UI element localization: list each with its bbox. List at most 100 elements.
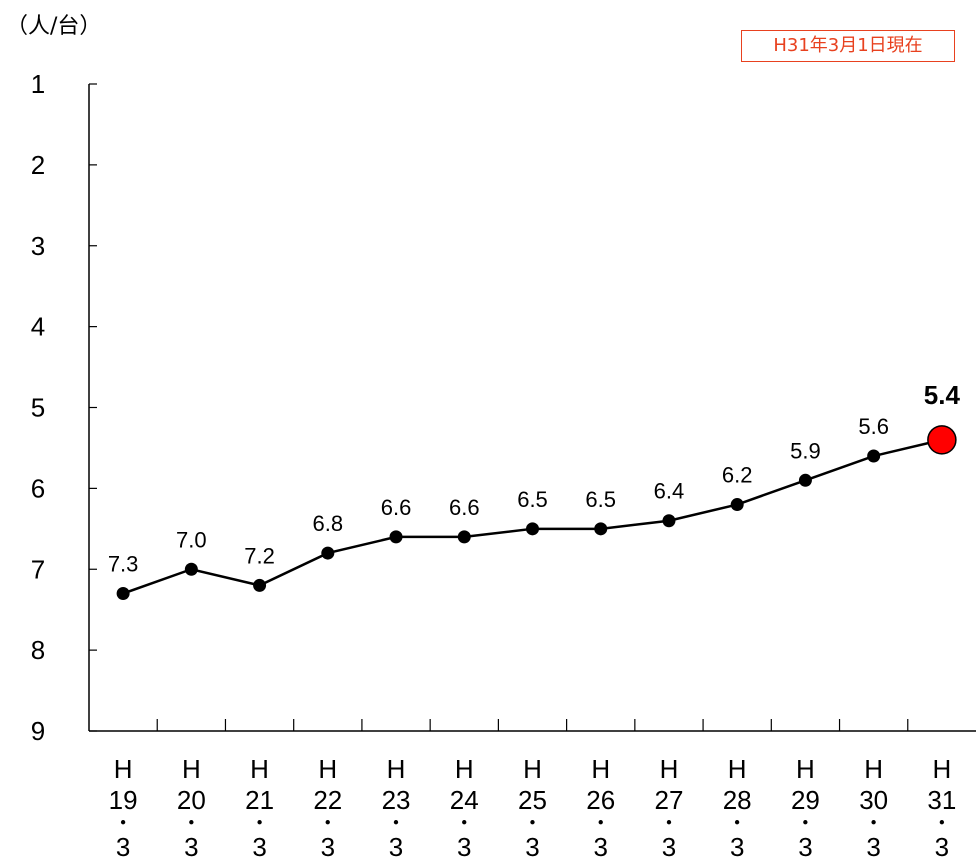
y-tick-label: 3: [31, 231, 45, 261]
x-tick-label-line: ･: [390, 808, 403, 838]
x-tick-label-line: 3: [525, 832, 539, 859]
x-tick-label-line: 3: [184, 832, 198, 859]
x-tick-label-line: 3: [321, 832, 335, 859]
y-tick-label: 5: [31, 393, 45, 423]
x-tick-label-line: 3: [662, 832, 676, 859]
x-tick-label-line: 23: [382, 785, 411, 815]
x-tick-label-line: 21: [245, 785, 274, 815]
x-tick-label: H 20 ･ 3: [177, 754, 206, 859]
data-label: 7.0: [176, 527, 207, 552]
x-tick-label-line: ･: [526, 808, 539, 838]
x-tick-label: H 25 ･ 3: [518, 754, 547, 859]
x-tick-label: H 27 ･ 3: [655, 754, 684, 859]
data-label: 5.6: [858, 414, 889, 439]
y-axis-unit-label: （人/台）: [6, 14, 102, 39]
y-tick-label: 2: [31, 150, 45, 180]
x-tick-label-line: H: [932, 754, 951, 784]
x-tick-label-line: 22: [313, 785, 342, 815]
data-point: [389, 530, 403, 544]
x-tick-label-line: 3: [116, 832, 130, 859]
x-tick-label-line: H: [864, 754, 883, 784]
x-tick-label-line: ･: [458, 808, 471, 838]
x-tick-label-line: ･: [799, 808, 812, 838]
x-tick-label-line: ･: [321, 808, 334, 838]
x-tick-label-line: H: [114, 754, 133, 784]
x-tick-label-line: ･: [594, 808, 607, 838]
y-tick-label: 4: [31, 312, 45, 342]
chart-axes: [88, 83, 976, 732]
data-label: 7.2: [244, 543, 275, 568]
x-tick-label-line: 28: [723, 785, 752, 815]
data-label: 6.5: [517, 487, 548, 512]
x-tick-label: H 23 ･ 3: [382, 754, 411, 859]
x-tick-label-line: ･: [253, 808, 266, 838]
data-label: 6.6: [449, 495, 480, 520]
x-tick-label-line: 3: [730, 832, 744, 859]
x-tick-label-line: H: [728, 754, 747, 784]
data-point: [184, 562, 198, 576]
x-tick-label-line: H: [523, 754, 542, 784]
x-tick-label-line: 3: [389, 832, 403, 859]
x-tick-label-line: 25: [518, 785, 547, 815]
x-tick-label-line: H: [387, 754, 406, 784]
data-point: [730, 498, 744, 512]
x-tick-label: H 30 ･ 3: [859, 754, 888, 859]
x-tick-label-line: H: [796, 754, 815, 784]
data-labels: 7.3 7.0 7.2 6.8 6.6 6.6 6.5 6.5 6.4 6.2 5.9 5.6 5.4: [108, 380, 961, 577]
y-tick-labels: 1 2 3 4 5 6 7 8 9: [31, 69, 45, 746]
data-point: [116, 587, 130, 601]
y-tick-label: 1: [31, 69, 45, 99]
x-tick-label-line: 24: [450, 785, 479, 815]
data-point: [321, 546, 335, 560]
x-tick-label: H 19 ･ 3: [109, 754, 138, 859]
x-tick-label-line: 31: [927, 785, 956, 815]
x-tick-label-line: 26: [586, 785, 615, 815]
data-label: 6.4: [654, 479, 685, 504]
x-tick-label: H 28 ･ 3: [723, 754, 752, 859]
data-point: [662, 514, 676, 528]
y-tick-label: 9: [31, 716, 45, 746]
as-of-date-badge: H31年3月1日現在: [741, 30, 955, 62]
y-tick-label: 8: [31, 635, 45, 665]
data-point: [457, 530, 471, 544]
x-tick-label-line: 3: [935, 832, 949, 859]
highlighted-data-label: 5.4: [924, 380, 961, 410]
data-label: 6.8: [313, 511, 344, 536]
data-point: [867, 449, 881, 463]
data-label: 5.9: [790, 438, 821, 463]
x-tick-label-line: ･: [662, 808, 675, 838]
data-label: 6.6: [381, 495, 412, 520]
x-tick-label: H 22 ･ 3: [313, 754, 342, 859]
x-tick-label-line: 3: [593, 832, 607, 859]
x-tick-label-line: ･: [185, 808, 198, 838]
y-tick-label: 6: [31, 473, 45, 503]
data-point: [798, 473, 812, 487]
x-tick-label-line: 27: [655, 785, 684, 815]
x-tick-label-line: 19: [109, 785, 138, 815]
x-tick-label-line: ･: [117, 808, 130, 838]
x-tick-label-line: H: [250, 754, 269, 784]
x-tick-label-line: H: [318, 754, 337, 784]
data-points: [116, 425, 957, 601]
data-label: 6.5: [585, 487, 616, 512]
x-tick-label-line: H: [182, 754, 201, 784]
x-tick-label: H 29 ･ 3: [791, 754, 820, 859]
x-tick-label-line: H: [660, 754, 679, 784]
x-tick-label-line: H: [455, 754, 474, 784]
data-point: [526, 522, 539, 536]
x-tick-label-line: 3: [252, 832, 266, 859]
x-tick-label-line: 3: [457, 832, 471, 859]
x-tick-label: H 24 ･ 3: [450, 754, 479, 859]
x-tick-label-line: 3: [866, 832, 880, 859]
x-tick-label: H 21 ･ 3: [245, 754, 274, 859]
x-tick-label-line: 29: [791, 785, 820, 815]
data-label: 7.3: [108, 552, 139, 577]
data-point: [253, 578, 267, 592]
x-tick-label-line: H: [591, 754, 610, 784]
x-tick-label-line: ･: [731, 808, 744, 838]
x-tick-label-line: 20: [177, 785, 206, 815]
x-tick-label-line: 3: [798, 832, 812, 859]
x-tick-label-line: ･: [867, 808, 880, 838]
x-tick-labels: H 19 ･ 3H 20 ･ 3H 21 ･ 3H 22 ･ 3H 23 ･ 3H 24 ･ 3H 25 ･ 3H 26 ･ 3…: [109, 754, 957, 859]
